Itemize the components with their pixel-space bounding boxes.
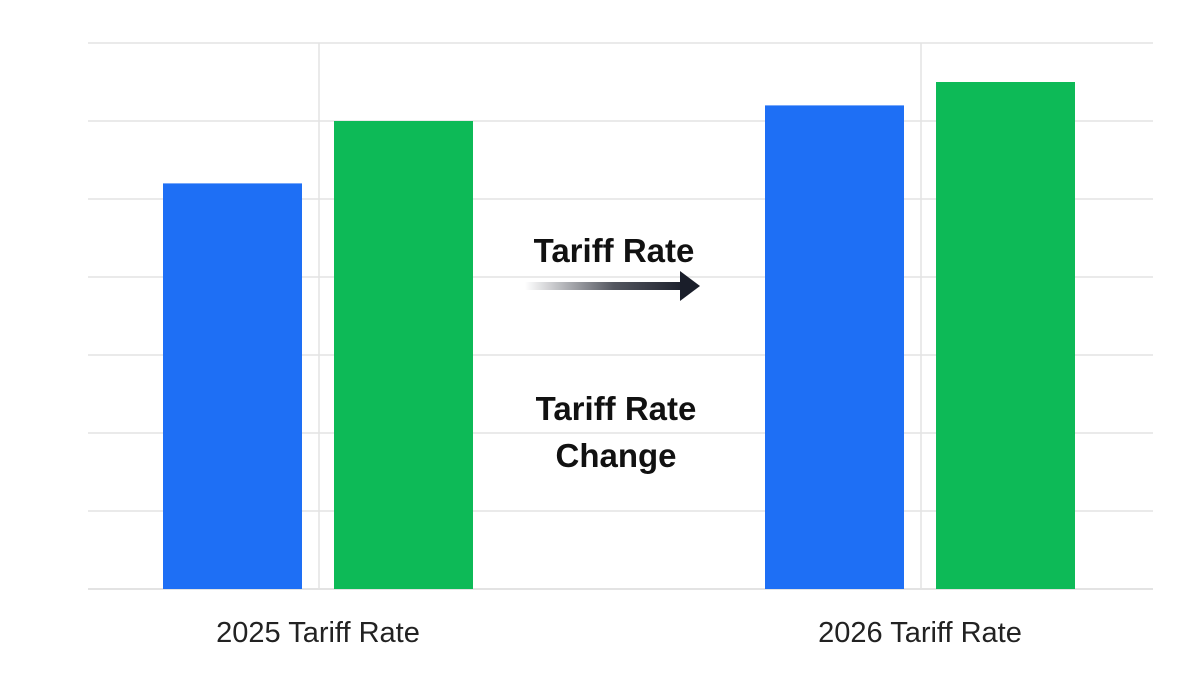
bar-series-1-category-1	[163, 183, 302, 589]
right-arrow-icon	[525, 271, 700, 301]
category-label: 2026 Tariff Rate	[818, 617, 1022, 649]
bars	[163, 82, 1075, 590]
bar-series-1-category-2	[765, 105, 904, 590]
category-labels: 2025 Tariff Rate 2026 Tariff Rate	[216, 617, 1022, 649]
arrow-label: Tariff Rate	[534, 232, 695, 269]
bar-series-2-category-1	[334, 121, 473, 589]
change-label-line-1: Tariff Rate	[536, 390, 697, 427]
annotations: Tariff Rate Tariff Rate Change	[525, 232, 700, 474]
change-label-line-2: Change	[555, 437, 676, 474]
bar-series-2-category-2	[936, 82, 1075, 589]
category-label: 2025 Tariff Rate	[216, 617, 420, 649]
